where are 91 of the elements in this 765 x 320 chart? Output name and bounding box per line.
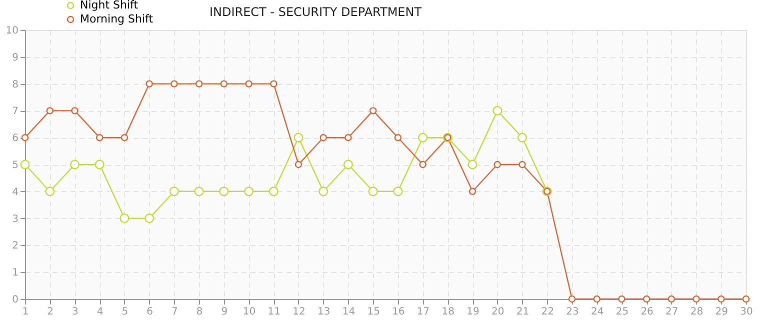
point [219, 186, 229, 196]
point [146, 80, 153, 88]
y-tick-label: 5 [12, 160, 18, 171]
point [46, 107, 54, 114]
point [294, 160, 302, 168]
x-tick-label: 3 [72, 306, 78, 318]
point [692, 295, 700, 303]
point [120, 214, 130, 224]
x-tick-label: 22 [541, 306, 554, 318]
point [120, 134, 128, 142]
x-tick-label: 26 [640, 306, 654, 318]
x-tick-label: 24 [590, 306, 604, 318]
point [21, 134, 29, 142]
point [494, 160, 501, 168]
x-tick-label: 21 [516, 306, 530, 318]
x-tick-label: 12 [292, 306, 306, 318]
point [393, 186, 403, 196]
point [517, 132, 528, 142]
point [419, 160, 426, 168]
x-tick-label: 15 [367, 306, 380, 318]
point [144, 214, 154, 224]
point [270, 80, 278, 88]
y-tick-label: 7 [12, 106, 18, 118]
y-tick-label: 3 [12, 214, 18, 225]
point [343, 160, 353, 170]
point [70, 160, 80, 170]
x-tick-label: 1 [22, 306, 29, 318]
point [718, 295, 725, 303]
point [668, 295, 676, 303]
point [320, 134, 327, 142]
y-tick-label: 6 [12, 133, 18, 144]
x-tick-label: 18 [442, 306, 455, 318]
x-tick-label: 6 [146, 306, 153, 318]
y-tick-label: 4 [12, 186, 18, 198]
point [394, 134, 402, 142]
y-tick-label: 2 [12, 240, 18, 252]
point [45, 186, 55, 196]
x-tick-label: 2 [47, 306, 54, 318]
point [593, 295, 600, 303]
y-tick-label: 9 [12, 52, 18, 64]
point [568, 295, 576, 303]
x-tick-label: 10 [242, 306, 256, 318]
point [244, 186, 254, 196]
point [418, 132, 428, 142]
x-tick-label: 5 [122, 306, 128, 318]
chart-title: INDIRECT - SECURITY DEPARTMENT [209, 5, 422, 19]
legend-label: Night Shift [80, 0, 139, 12]
x-tick-label: 9 [221, 306, 228, 318]
point [468, 188, 476, 195]
x-tick-label: 28 [690, 306, 704, 318]
y-tick-label: 0 [12, 294, 18, 306]
point [20, 160, 30, 170]
point [369, 107, 377, 114]
point [618, 295, 626, 303]
x-tick-label: 4 [96, 306, 104, 318]
x-tick-label: 27 [666, 306, 678, 318]
point [368, 186, 378, 196]
legend-label: Morning Shift [80, 12, 154, 26]
point [195, 80, 203, 88]
point [518, 160, 526, 168]
x-tick-label: 30 [740, 306, 753, 318]
point [268, 186, 278, 196]
point [96, 134, 104, 142]
x-tick-label: 29 [715, 306, 728, 318]
point [318, 186, 328, 196]
point [294, 132, 304, 142]
x-tick-label: 11 [268, 306, 280, 318]
point [468, 160, 478, 170]
x-tick-label: 17 [416, 306, 430, 318]
point [169, 186, 179, 196]
point [492, 106, 502, 116]
point [220, 80, 228, 88]
point [642, 295, 650, 303]
x-tick-label: 13 [317, 306, 330, 318]
x-tick-label: 16 [392, 306, 405, 318]
x-tick-label: 19 [466, 306, 480, 318]
point [194, 186, 204, 196]
y-tick-label: 8 [12, 79, 18, 90]
point [71, 107, 78, 114]
point [245, 80, 252, 88]
x-tick-label: 8 [196, 306, 203, 318]
x-tick-label: 14 [342, 306, 356, 318]
y-tick-label: 1 [12, 268, 18, 279]
point [170, 80, 178, 88]
point [94, 160, 104, 170]
point [344, 134, 352, 142]
x-tick-label: 25 [616, 306, 629, 318]
x-tick-label: 7 [171, 306, 178, 318]
x-tick-label: 23 [566, 306, 579, 318]
y-tick-label: 10 [6, 26, 18, 36]
x-tick-label: 20 [492, 306, 504, 318]
